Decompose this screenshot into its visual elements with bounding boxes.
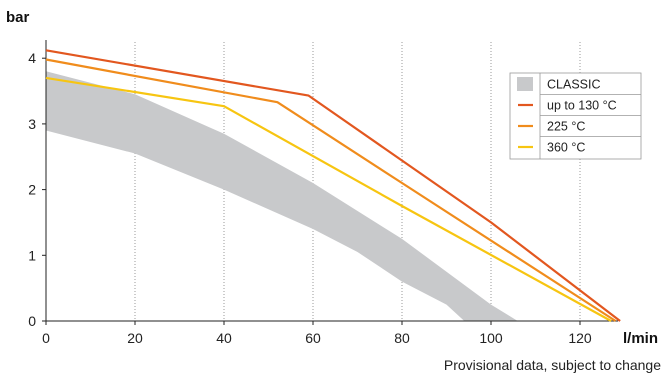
classic-band-layer [46, 71, 518, 321]
y-tick-label-4: 4 [28, 50, 36, 66]
legend-label-2: 360 °C [547, 141, 585, 155]
legend-label-classic: CLASSIC [547, 78, 601, 92]
x-tick-label-40: 40 [216, 330, 232, 346]
x-tick-label-60: 60 [305, 330, 321, 346]
y-axis-unit: bar [6, 9, 30, 26]
x-tick-label-0: 0 [42, 330, 50, 346]
y-tick-label-0: 0 [28, 313, 36, 329]
legend: CLASSIC up to 130 °C 225 °C 360 °C [509, 72, 642, 160]
legend-label-0: up to 130 °C [547, 99, 617, 113]
series-layer [45, 49, 621, 322]
x-tick-label-100: 100 [479, 330, 503, 346]
x-tick-label-20: 20 [127, 330, 143, 346]
tick-labels: 0 20 40 60 80 100 120 0 1 2 3 4 [28, 50, 592, 346]
x-tick-label-80: 80 [394, 330, 410, 346]
y-tick-label-1: 1 [28, 247, 36, 263]
axes [45, 40, 618, 322]
y-tick-label-2: 2 [28, 182, 36, 198]
series-line-2 [45, 76, 612, 322]
legend-swatch-classic [517, 77, 533, 91]
series-line-1 [45, 58, 617, 322]
classic-band [46, 71, 518, 321]
y-tick-label-3: 3 [28, 116, 36, 132]
legend-label-1: 225 °C [547, 120, 585, 134]
series-line-0 [45, 49, 621, 322]
x-tick-label-120: 120 [568, 330, 592, 346]
x-axis-unit: l/min [623, 330, 658, 347]
footnote: Provisional data, subject to change [443, 357, 661, 373]
